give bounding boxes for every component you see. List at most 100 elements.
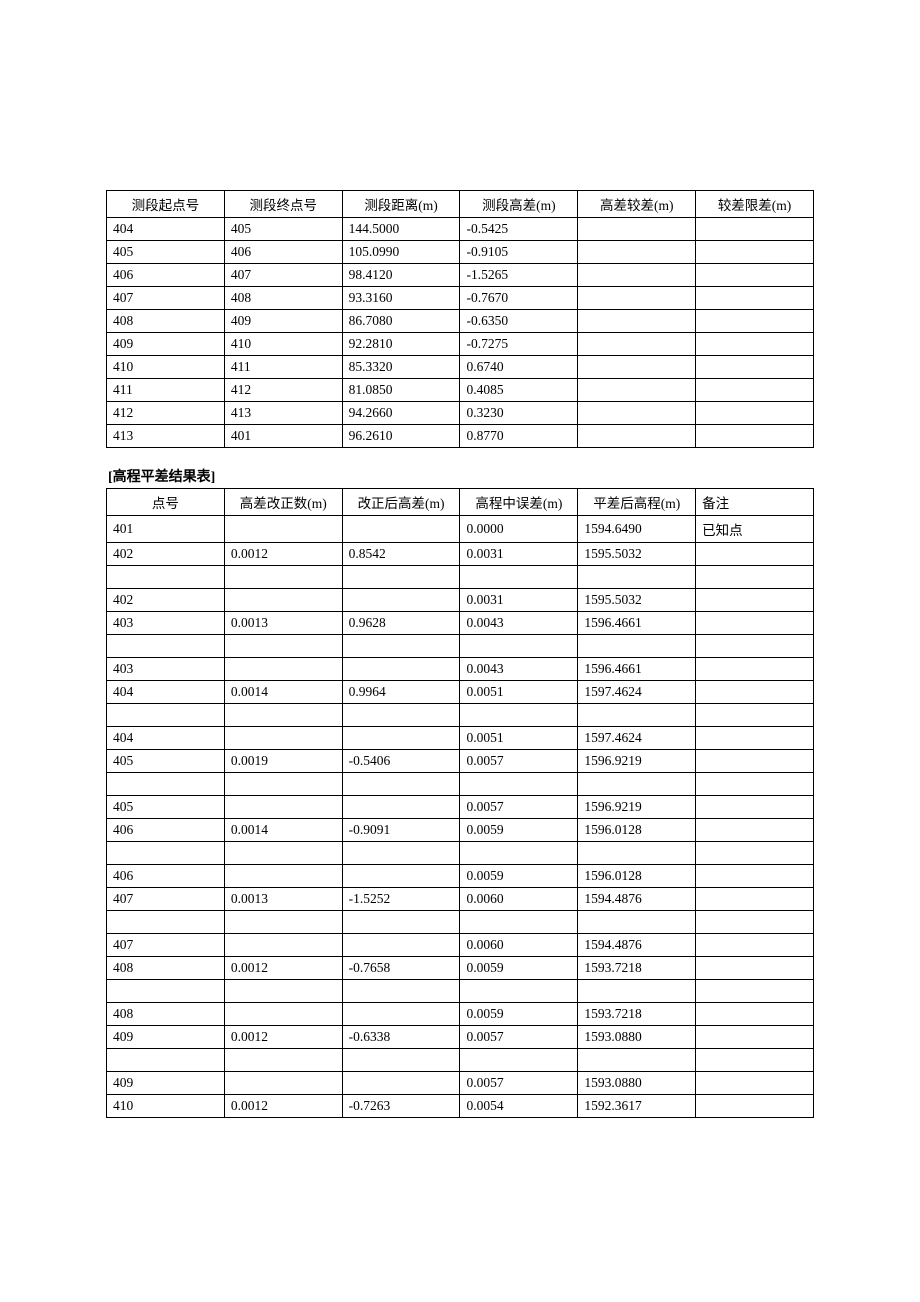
table-cell [696,842,814,865]
table-cell: 86.7080 [342,310,460,333]
segment-data-table: 测段起点号 测段终点号 测段距离(m) 测段高差(m) 高差较差(m) 较差限差… [106,190,814,448]
table-row [107,980,814,1003]
table-cell: 0.0013 [224,612,342,635]
col-end-point: 测段终点号 [224,191,342,218]
table-cell [696,612,814,635]
table-row: 4070.0013-1.52520.00601594.4876 [107,888,814,911]
table-row [107,635,814,658]
table-cell: -1.5252 [342,888,460,911]
table-cell [224,1003,342,1026]
table-cell [696,1003,814,1026]
table-cell: 0.0057 [460,750,578,773]
table-row [107,911,814,934]
table-row: 4020.00311595.5032 [107,589,814,612]
table-cell [696,934,814,957]
table-cell: 404 [107,681,225,704]
table-cell [696,310,814,333]
table-cell [578,264,696,287]
table-row: 40640798.4120-1.5265 [107,264,814,287]
table-cell [224,566,342,589]
table-cell [224,1072,342,1095]
table-cell [578,842,696,865]
table-cell [696,1072,814,1095]
table-row: 4100.0012-0.72630.00541592.3617 [107,1095,814,1118]
table-cell [342,1049,460,1072]
table-cell [107,1049,225,1072]
col-distance: 测段距离(m) [342,191,460,218]
table-row [107,773,814,796]
table-cell [224,796,342,819]
table-cell [696,356,814,379]
table-cell: 405 [107,750,225,773]
table-row: 4070.00601594.4876 [107,934,814,957]
table-cell [696,1049,814,1072]
table-cell: 413 [107,425,225,448]
table-row: 40840986.7080-0.6350 [107,310,814,333]
table-cell [460,911,578,934]
table-cell [578,356,696,379]
table-row: 4030.00130.96280.00431596.4661 [107,612,814,635]
table-header-row: 测段起点号 测段终点号 测段距离(m) 测段高差(m) 高差较差(m) 较差限差… [107,191,814,218]
table-cell [224,911,342,934]
table-cell [578,402,696,425]
table-cell [342,980,460,1003]
table-cell [696,957,814,980]
table-cell: 0.0059 [460,957,578,980]
table-cell: 0.0051 [460,727,578,750]
table-cell: -0.5425 [460,218,578,241]
table-row: 40941092.2810-0.7275 [107,333,814,356]
table-cell [342,516,460,543]
table-cell: 0.8770 [460,425,578,448]
table-cell [696,589,814,612]
table-cell [342,566,460,589]
table-cell: 0.0043 [460,658,578,681]
table-cell [696,865,814,888]
table-cell: 1592.3617 [578,1095,696,1118]
table-cell [342,911,460,934]
table-row: 4060.00591596.0128 [107,865,814,888]
col-height-error: 高程中误差(m) [460,489,578,516]
table-cell: 413 [224,402,342,425]
table-row: 4010.00001594.6490已知点 [107,516,814,543]
table-cell: 96.2610 [342,425,460,448]
table-cell: -0.7275 [460,333,578,356]
table-cell [578,980,696,1003]
table-cell [342,773,460,796]
table-cell: 0.0012 [224,957,342,980]
table-cell [342,865,460,888]
table-cell: -0.7658 [342,957,460,980]
table-cell: -0.5406 [342,750,460,773]
table-cell [460,773,578,796]
table-cell: 0.0014 [224,681,342,704]
table-cell [696,773,814,796]
table-cell [342,704,460,727]
table-cell: 0.0057 [460,1072,578,1095]
col-corrected-diff: 改正后高差(m) [342,489,460,516]
table-cell: 0.0059 [460,865,578,888]
table-cell: 1595.5032 [578,589,696,612]
table-cell [578,218,696,241]
table-cell: 407 [107,934,225,957]
table-cell [460,980,578,1003]
table-row: 41041185.33200.6740 [107,356,814,379]
table-cell: 0.9964 [342,681,460,704]
table-row: 41241394.26600.3230 [107,402,814,425]
table-cell [578,310,696,333]
table-cell: 412 [107,402,225,425]
table-cell [578,379,696,402]
table-cell: 404 [107,218,225,241]
table-cell: 0.0019 [224,750,342,773]
table-cell: 402 [107,543,225,566]
table-cell [578,287,696,310]
table-cell: 1596.0128 [578,819,696,842]
table-cell: 410 [107,1095,225,1118]
table-cell: 0.0014 [224,819,342,842]
table-cell: 411 [224,356,342,379]
table-cell: 409 [107,1026,225,1049]
table-cell: 1593.0880 [578,1072,696,1095]
table-cell [696,727,814,750]
table-cell: -0.9091 [342,819,460,842]
table-cell: 403 [107,612,225,635]
table-cell: 405 [224,218,342,241]
section-title-adjustment: [高程平差结果表] [106,466,814,486]
